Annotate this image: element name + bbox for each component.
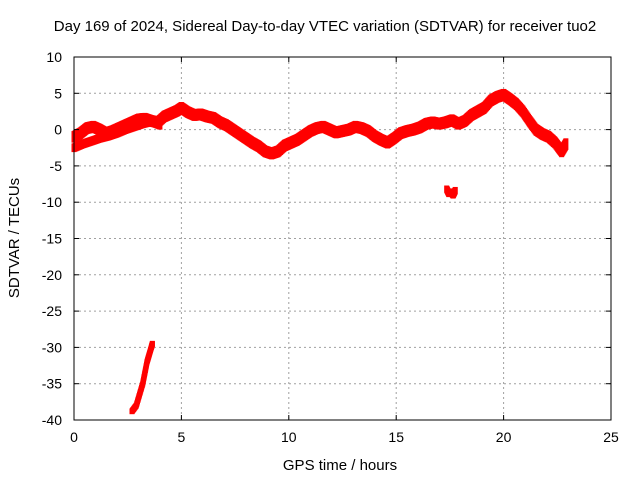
y-axis-title: SDTVAR / TECUs — [6, 178, 23, 298]
x-tick-label: 20 — [496, 429, 512, 445]
data-point — [157, 120, 163, 130]
series-steep-arc-3h — [129, 340, 155, 415]
y-tick-label: -10 — [42, 194, 62, 210]
y-tick-label: -25 — [42, 303, 62, 319]
y-tick-label: -5 — [50, 158, 63, 174]
y-tick-label: -15 — [42, 231, 62, 247]
x-tick-label: 0 — [70, 429, 78, 445]
x-tick-label: 10 — [281, 429, 297, 445]
y-tick-label: -30 — [42, 339, 62, 355]
x-tick-label: 25 — [603, 429, 619, 445]
series-layer — [71, 88, 569, 415]
grid — [74, 57, 611, 420]
x-axis-title: GPS time / hours — [283, 457, 397, 474]
x-tick-label: 5 — [178, 429, 186, 445]
y-tick-label: -40 — [42, 412, 62, 428]
data-point — [149, 340, 155, 347]
y-tick-label: 0 — [54, 122, 62, 138]
x-tick-label: 15 — [388, 429, 404, 445]
ticks: 0 5 10 15 20 25 -40 -35 -30 -25 -20 -15 -10 -5 0 5 10 — [42, 49, 619, 445]
chart-title: Day 169 of 2024, Sidereal Day-to-day VTE… — [54, 18, 596, 35]
data-point — [452, 186, 458, 195]
series-early-branch — [71, 117, 163, 153]
y-tick-label: -20 — [42, 267, 62, 283]
data-point — [563, 138, 569, 150]
y-tick-label: 10 — [46, 49, 62, 65]
y-tick-label: -35 — [42, 376, 62, 392]
y-tick-label: 5 — [54, 85, 62, 101]
series-short-arc-18h — [444, 185, 458, 199]
